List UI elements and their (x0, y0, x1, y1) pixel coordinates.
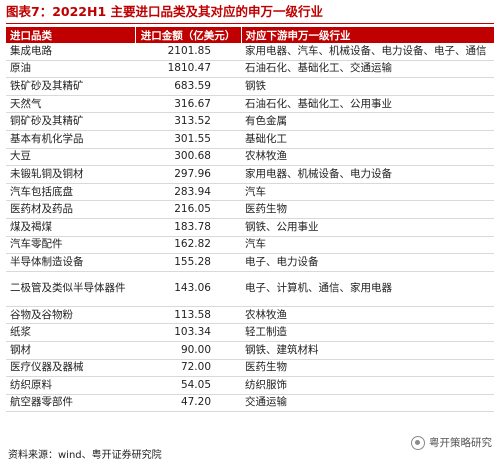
table-row: 大豆 300.68 农林牧渔 (6, 148, 494, 167)
cell-amount: 113.58 (135, 306, 241, 325)
cell-industry: 钢铁 (241, 77, 494, 96)
cell-category: 纺织原料 (6, 376, 135, 395)
title-divider (6, 23, 494, 24)
cell-category: 煤及褐煤 (6, 218, 135, 237)
table-row: 未锻轧铜及铜材 297.96 家用电器、机械设备、电力设备 (6, 165, 494, 184)
cell-amount: 54.05 (135, 376, 241, 395)
cell-amount: 283.94 (135, 183, 241, 202)
cell-industry: 电子、电力设备 (241, 253, 494, 272)
source-note: 资料来源：wind、粤开证券研究院 (8, 450, 162, 461)
cell-industry: 石油石化、基础化工、交通运输 (241, 60, 494, 79)
wechat-logo-icon (411, 436, 425, 450)
table-row: 半导体制造设备 155.28 电子、电力设备 (6, 253, 494, 272)
cell-amount: 90.00 (135, 341, 241, 360)
table-row: 集成电路 2101.85 家用电器、汽车、机械设备、电力设备、电子、通信 (6, 43, 494, 61)
table-row: 医药材及药品 216.05 医药生物 (6, 200, 494, 219)
cell-amount: 313.52 (135, 112, 241, 131)
import-table: 进口品类 进口金额（亿美元） 对应下游申万一级行业 集成电路 2101.85 家用电… (6, 27, 495, 413)
cell-amount: 183.78 (135, 218, 241, 237)
table-body: 集成电路 2101.85 家用电器、汽车、机械设备、电力设备、电子、通信 原油 1810… (6, 43, 494, 413)
cell-category: 铁矿砂及其精矿 (6, 77, 135, 96)
cell-amount: 297.96 (135, 165, 241, 184)
cell-amount: 72.00 (135, 359, 241, 378)
cell-category: 二极管及类似半导体器件 (6, 271, 135, 307)
cell-amount: 143.06 (135, 271, 241, 307)
cell-category: 原油 (6, 60, 135, 79)
cell-category: 未锻轧铜及铜材 (6, 165, 135, 184)
cell-industry: 轻工制造 (241, 323, 494, 342)
table-row: 天然气 316.67 石油石化、基础化工、公用事业 (6, 95, 494, 114)
cell-amount: 162.82 (135, 236, 241, 255)
cell-industry: 农林牧渔 (241, 306, 494, 325)
cell-industry: 交通运输 (241, 394, 494, 413)
cell-amount: 103.34 (135, 323, 241, 342)
cell-category: 航空器零部件 (6, 394, 135, 413)
cell-category: 铜矿砂及其精矿 (6, 112, 135, 131)
cell-category: 集成电路 (6, 43, 135, 61)
cell-amount: 316.67 (135, 95, 241, 114)
cell-industry: 汽车 (241, 183, 494, 202)
table-row: 二极管及类似半导体器件 143.06 电子、计算机、通信、家用电器 (6, 271, 494, 307)
cell-industry: 医药生物 (241, 359, 494, 378)
cell-category: 纸浆 (6, 323, 135, 342)
cell-category: 钢材 (6, 341, 135, 360)
table-row: 谷物及谷物粉 113.58 农林牧渔 (6, 306, 494, 325)
table-row: 纺织原料 54.05 纺织服饰 (6, 376, 494, 395)
table-row: 钢材 90.00 钢铁、建筑材料 (6, 341, 494, 360)
cell-category: 基本有机化学品 (6, 130, 135, 149)
cell-category: 半导体制造设备 (6, 253, 135, 272)
cell-industry: 家用电器、机械设备、电力设备 (241, 165, 494, 184)
header-industry: 对应下游申万一级行业 (241, 27, 495, 43)
watermark-label: 粤开策略研究 (429, 437, 492, 449)
cell-amount: 1810.47 (135, 60, 241, 79)
cell-industry: 钢铁、建筑材料 (241, 341, 494, 360)
table-row: 煤及褐煤 183.78 钢铁、公用事业 (6, 218, 494, 237)
cell-category: 医药材及药品 (6, 200, 135, 219)
table-row: 汽车零配件 162.82 汽车 (6, 236, 494, 255)
cell-amount: 216.05 (135, 200, 241, 219)
cell-amount: 683.59 (135, 77, 241, 96)
table-header-row: 进口品类 进口金额（亿美元） 对应下游申万一级行业 (6, 27, 495, 43)
table-row: 汽车包括底盘 283.94 汽车 (6, 183, 494, 202)
cell-industry: 钢铁、公用事业 (241, 218, 494, 237)
table-row: 航空器零部件 47.20 交通运输 (6, 394, 494, 413)
table-row: 基本有机化学品 301.55 基础化工 (6, 130, 494, 149)
cell-industry: 汽车 (241, 236, 494, 255)
cell-industry: 有色金属 (241, 112, 494, 131)
table-row: 纸浆 103.34 轻工制造 (6, 323, 494, 342)
cell-industry: 纺织服饰 (241, 376, 494, 395)
watermark: 粤开策略研究 (411, 434, 492, 452)
cell-category: 汽车包括底盘 (6, 183, 135, 202)
cell-amount: 301.55 (135, 130, 241, 149)
cell-category: 谷物及谷物粉 (6, 306, 135, 325)
table-row: 铜矿砂及其精矿 313.52 有色金属 (6, 112, 494, 131)
cell-industry: 电子、计算机、通信、家用电器 (241, 271, 494, 307)
header-amount: 进口金额（亿美元） (135, 27, 242, 43)
figure-title: 图表7：2022H1 主要进口品类及其对应的申万一级行业 (6, 4, 323, 19)
table-row: 铁矿砂及其精矿 683.59 钢铁 (6, 77, 494, 96)
cell-category: 天然气 (6, 95, 135, 114)
table-row: 医疗仪器及器械 72.00 医药生物 (6, 359, 494, 378)
cell-category: 汽车零配件 (6, 236, 135, 255)
cell-industry: 石油石化、基础化工、公用事业 (241, 95, 494, 114)
header-category: 进口品类 (6, 27, 136, 43)
cell-amount: 47.20 (135, 394, 241, 413)
cell-amount: 155.28 (135, 253, 241, 272)
cell-category: 医疗仪器及器械 (6, 359, 135, 378)
cell-category: 大豆 (6, 148, 135, 167)
table-row: 原油 1810.47 石油石化、基础化工、交通运输 (6, 60, 494, 79)
cell-industry: 医药生物 (241, 200, 494, 219)
cell-amount: 2101.85 (135, 43, 241, 61)
cell-amount: 300.68 (135, 148, 241, 167)
cell-industry: 基础化工 (241, 130, 494, 149)
cell-industry: 农林牧渔 (241, 148, 494, 167)
cell-industry: 家用电器、汽车、机械设备、电力设备、电子、通信 (241, 43, 494, 61)
